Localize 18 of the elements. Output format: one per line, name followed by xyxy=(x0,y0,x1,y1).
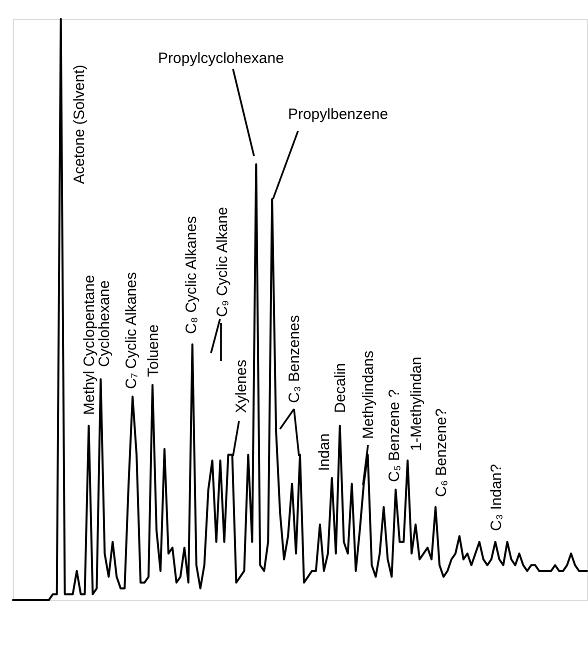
annotation: C₆ Benzene? xyxy=(433,408,450,497)
annotation: C₃ Indan? xyxy=(488,464,505,531)
annotation: 1-Methylindan xyxy=(408,356,425,451)
annotation: Propylcyclohexane xyxy=(158,50,284,67)
annotation: C₇ Cyclic Alkanes xyxy=(123,272,140,389)
annotation: Acetone (Solvent) xyxy=(71,64,88,184)
annotation: C₈ Cyclic Alkanes xyxy=(183,216,200,334)
annotation: C₅ Benzene ? xyxy=(386,389,403,482)
annotation: Methylindans xyxy=(360,350,377,439)
annotation: Methyl Cyclopentane xyxy=(81,274,98,415)
annotation: Propylbenzene xyxy=(288,106,388,123)
annotation: Cyclohexane xyxy=(96,280,113,367)
annotation: Toluene xyxy=(145,324,162,377)
annotation: Decalin xyxy=(332,362,349,413)
annotation: C₉ Cyclic Alkane xyxy=(214,206,231,317)
annotation: Indan xyxy=(316,433,333,471)
annotation: C₃ Benzenes xyxy=(286,315,303,403)
annotation: Xylenes xyxy=(233,360,250,413)
